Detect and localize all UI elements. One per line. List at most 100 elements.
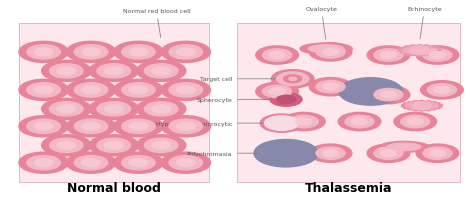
- Circle shape: [122, 156, 155, 170]
- Circle shape: [122, 45, 155, 60]
- Circle shape: [283, 113, 325, 131]
- Text: Normal red blood cell: Normal red blood cell: [123, 9, 190, 38]
- Circle shape: [66, 42, 116, 63]
- Circle shape: [74, 83, 108, 98]
- Circle shape: [269, 88, 285, 96]
- Text: Ovalocyte: Ovalocyte: [305, 7, 337, 40]
- Circle shape: [42, 135, 91, 156]
- Circle shape: [114, 42, 163, 63]
- Circle shape: [271, 70, 314, 88]
- Circle shape: [34, 123, 53, 131]
- Circle shape: [82, 86, 100, 94]
- FancyBboxPatch shape: [237, 24, 460, 182]
- Circle shape: [410, 47, 429, 55]
- Ellipse shape: [379, 142, 429, 153]
- Circle shape: [129, 123, 148, 131]
- Circle shape: [429, 52, 446, 59]
- Circle shape: [104, 142, 123, 149]
- Circle shape: [309, 43, 352, 62]
- Circle shape: [322, 150, 338, 157]
- Circle shape: [401, 116, 430, 128]
- Circle shape: [122, 120, 155, 134]
- Text: Normal blood: Normal blood: [67, 181, 161, 194]
- Circle shape: [161, 116, 210, 137]
- Circle shape: [145, 102, 178, 117]
- Polygon shape: [401, 101, 442, 112]
- Circle shape: [74, 120, 108, 134]
- Circle shape: [423, 49, 452, 62]
- Circle shape: [269, 52, 285, 59]
- Circle shape: [57, 67, 76, 76]
- Ellipse shape: [300, 44, 352, 55]
- Circle shape: [82, 159, 100, 167]
- Circle shape: [152, 105, 171, 113]
- Circle shape: [254, 140, 318, 167]
- Circle shape: [309, 144, 352, 163]
- Circle shape: [129, 86, 148, 94]
- Circle shape: [19, 42, 68, 63]
- Circle shape: [367, 86, 410, 104]
- Circle shape: [289, 116, 319, 128]
- Circle shape: [82, 123, 100, 131]
- Circle shape: [19, 116, 68, 137]
- Circle shape: [176, 49, 195, 57]
- Circle shape: [412, 102, 431, 110]
- Circle shape: [374, 147, 403, 160]
- Circle shape: [27, 83, 60, 98]
- Circle shape: [380, 52, 397, 59]
- Circle shape: [169, 45, 202, 60]
- Circle shape: [97, 64, 130, 79]
- Circle shape: [27, 45, 60, 60]
- Circle shape: [380, 92, 397, 99]
- Circle shape: [114, 116, 163, 137]
- Circle shape: [260, 114, 303, 133]
- Circle shape: [137, 99, 186, 120]
- Ellipse shape: [387, 143, 421, 151]
- Circle shape: [97, 138, 130, 153]
- Text: Target cell: Target cell: [200, 77, 279, 82]
- Circle shape: [129, 159, 148, 167]
- Circle shape: [50, 102, 83, 117]
- Circle shape: [256, 47, 299, 65]
- Circle shape: [152, 67, 171, 76]
- Circle shape: [145, 138, 178, 153]
- Circle shape: [129, 49, 148, 57]
- Ellipse shape: [309, 46, 344, 53]
- Circle shape: [176, 159, 195, 167]
- Circle shape: [367, 47, 410, 65]
- Circle shape: [42, 61, 91, 82]
- Circle shape: [316, 147, 345, 160]
- Circle shape: [169, 83, 202, 98]
- Circle shape: [394, 113, 437, 131]
- Circle shape: [351, 118, 368, 125]
- Circle shape: [169, 120, 202, 134]
- Text: Polychromasia: Polychromasia: [187, 151, 258, 156]
- Circle shape: [277, 73, 309, 86]
- Circle shape: [89, 99, 138, 120]
- Circle shape: [34, 86, 53, 94]
- Circle shape: [428, 84, 456, 97]
- Circle shape: [367, 144, 410, 163]
- Circle shape: [338, 78, 402, 106]
- Circle shape: [104, 67, 123, 76]
- Circle shape: [429, 150, 446, 157]
- Circle shape: [152, 142, 171, 149]
- Circle shape: [316, 46, 345, 59]
- Circle shape: [296, 118, 312, 125]
- Circle shape: [374, 49, 403, 62]
- Circle shape: [309, 78, 352, 96]
- Circle shape: [416, 47, 459, 65]
- Circle shape: [50, 64, 83, 79]
- Circle shape: [89, 135, 138, 156]
- Circle shape: [264, 116, 299, 131]
- Circle shape: [161, 42, 210, 63]
- Text: Spherocyte: Spherocyte: [197, 97, 273, 102]
- Circle shape: [270, 93, 302, 107]
- Circle shape: [97, 102, 130, 117]
- Circle shape: [322, 49, 338, 56]
- Polygon shape: [398, 45, 441, 57]
- Circle shape: [50, 138, 83, 153]
- Text: Thalassemia: Thalassemia: [305, 181, 392, 194]
- Circle shape: [74, 45, 108, 60]
- Circle shape: [161, 152, 210, 173]
